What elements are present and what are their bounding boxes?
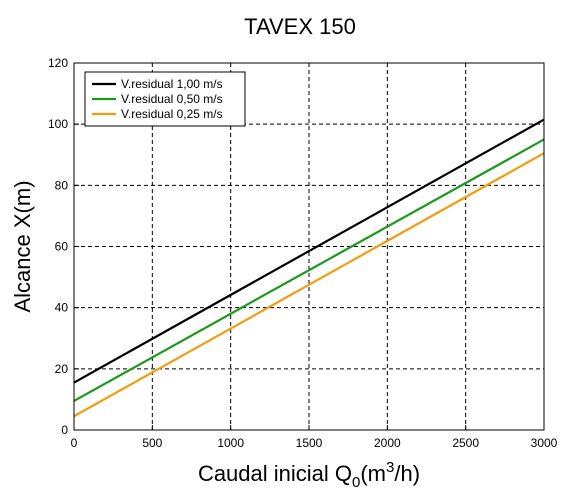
y-tick-label: 60 [55, 240, 69, 254]
x-tick-label: 1000 [217, 436, 244, 450]
series-line [73, 118, 545, 384]
y-tick-label: 20 [55, 362, 69, 376]
series-line [73, 138, 545, 402]
chart-title: TAVEX 150 [244, 14, 356, 39]
x-axis-label-sub: 0 [352, 474, 360, 491]
y-axis-label: Alcance X(m) [10, 180, 35, 312]
x-tick-label: 500 [142, 436, 162, 450]
x-tick-label: 3000 [531, 436, 558, 450]
x-axis-label-end: /h) [394, 461, 420, 486]
x-tick-label: 2000 [374, 436, 401, 450]
legend-label: V.residual 1,00 m/s [121, 77, 223, 91]
legend-label: V.residual 0,50 m/s [121, 92, 223, 106]
y-tick-label: 100 [48, 117, 68, 131]
x-axis-label-sup: 3 [386, 459, 394, 476]
y-tick-label: 120 [48, 56, 68, 70]
series-line [73, 152, 545, 418]
x-axis-label: Caudal inicial Q0(m3/h) [198, 459, 420, 491]
y-tick-label: 80 [55, 178, 69, 192]
x-tick-label: 1500 [296, 436, 323, 450]
legend: V.residual 1,00 m/sV.residual 0,50 m/sV.… [84, 71, 246, 127]
series-lines [73, 118, 545, 418]
legend-label: V.residual 0,25 m/s [121, 107, 223, 121]
x-tick-label: 2500 [452, 436, 479, 450]
x-axis-label-main: Caudal inicial Q [198, 461, 352, 486]
y-tick-label: 40 [55, 301, 69, 315]
x-axis-label-mid: (m [360, 461, 386, 486]
x-tick-label: 0 [71, 436, 78, 450]
ticks: 0 500 1000 1500 2000 2500 3000 0 20 40 60 80 100 120 [48, 56, 558, 450]
y-tick-label: 0 [61, 423, 68, 437]
